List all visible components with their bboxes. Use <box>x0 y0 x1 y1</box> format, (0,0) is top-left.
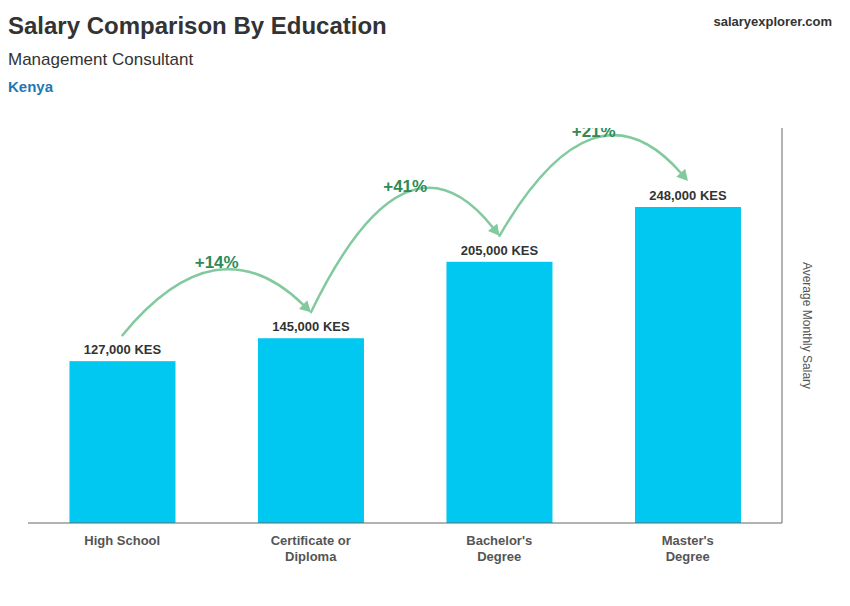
svg-text:+41%: +41% <box>383 177 427 196</box>
svg-text:Bachelor'sDegree: Bachelor'sDegree <box>466 533 532 564</box>
svg-text:+14%: +14% <box>195 253 239 272</box>
svg-text:Certificate orDiploma: Certificate orDiploma <box>271 533 351 564</box>
html-text:Salary Comparison By Education: Salary Comparison By Education <box>8 12 387 39</box>
svg-text:205,000 KES: 205,000 KES <box>461 243 539 258</box>
svg-text:High School: High School <box>84 533 160 548</box>
svg-text:145,000 KES: 145,000 KES <box>272 319 350 334</box>
svg-text:Average Monthly Salary: Average Monthly Salary <box>800 262 814 389</box>
svg-text:127,000 KES: 127,000 KES <box>84 342 162 357</box>
svg-text:248,000 KES: 248,000 KES <box>649 188 727 203</box>
html-text:Kenya: Kenya <box>8 78 53 95</box>
html-text:Management Consultant: Management Consultant <box>8 50 194 69</box>
svg-text:+21%: +21% <box>572 128 616 141</box>
svg-text:Master'sDegree: Master'sDegree <box>662 533 714 564</box>
html-text:salaryexplorer.com: salaryexplorer.com <box>713 14 832 29</box>
